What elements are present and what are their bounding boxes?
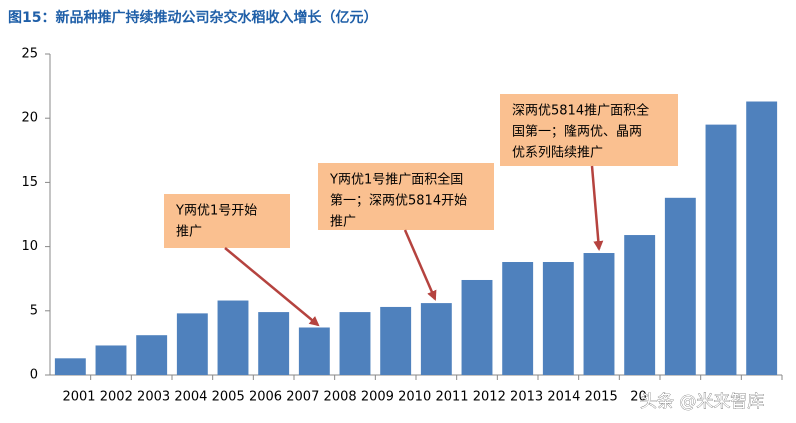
x-tick-label: 2014 bbox=[547, 390, 580, 405]
x-tick-label: 2002 bbox=[100, 390, 133, 405]
bar bbox=[380, 306, 412, 375]
annotation-box bbox=[318, 163, 494, 230]
x-tick-label: 2006 bbox=[249, 390, 282, 405]
bar bbox=[542, 262, 574, 375]
x-tick-label: 2003 bbox=[137, 390, 170, 405]
bar bbox=[664, 197, 696, 375]
y-tick-label: 0 bbox=[30, 368, 38, 383]
annotation-text: 深两优5814推广面积全 bbox=[512, 103, 649, 119]
bar bbox=[461, 279, 493, 375]
annotation-box bbox=[164, 194, 290, 248]
x-tick-label: 2013 bbox=[510, 390, 543, 405]
x-tick-label: 2007 bbox=[286, 390, 319, 405]
x-tick-label: 2015 bbox=[585, 390, 618, 405]
bar bbox=[746, 101, 778, 376]
bar bbox=[624, 235, 656, 375]
y-tick-label: 20 bbox=[21, 111, 38, 126]
bar bbox=[176, 313, 208, 375]
y-tick-label: 10 bbox=[21, 239, 38, 254]
x-tick-label: 2012 bbox=[473, 390, 506, 405]
annotation-text: Y两优1号开始 bbox=[175, 204, 257, 219]
y-tick-label: 15 bbox=[21, 175, 38, 190]
x-tick-label: 2010 bbox=[398, 390, 431, 405]
watermark: 头条 @米来智库 bbox=[640, 392, 764, 412]
bar bbox=[502, 262, 534, 375]
annotation-text: 第一；深两优5814开始 bbox=[330, 194, 467, 209]
annotation-text: Y两优1号推广面积全国 bbox=[329, 172, 463, 188]
x-tick-label: 2011 bbox=[435, 390, 468, 405]
bar bbox=[705, 124, 737, 376]
bar bbox=[583, 253, 615, 375]
annotation-arrow bbox=[224, 247, 320, 327]
bar bbox=[217, 300, 249, 375]
annotation-text: 优系列陆续推广 bbox=[512, 145, 603, 161]
annotation-box bbox=[500, 94, 678, 166]
x-tick-label: 2001 bbox=[62, 390, 95, 405]
bar bbox=[95, 345, 127, 375]
annotation-arrow bbox=[590, 165, 604, 251]
bar bbox=[420, 303, 452, 375]
x-tick-label: 2005 bbox=[212, 390, 245, 405]
x-tick-label: 2004 bbox=[174, 390, 207, 405]
x-tick-label: 2008 bbox=[324, 390, 357, 405]
chart-title: 图15：新品种推广持续推动公司杂交水稻收入增长（亿元） bbox=[8, 9, 377, 26]
annotation-text: 推广 bbox=[176, 225, 202, 240]
bar bbox=[136, 335, 168, 375]
bar bbox=[54, 358, 86, 375]
annotation-arrow bbox=[403, 229, 437, 301]
annotation-text: 国第一；隆两优、晶两 bbox=[512, 125, 642, 140]
bar bbox=[258, 312, 290, 375]
y-tick-label: 5 bbox=[30, 303, 38, 318]
bar bbox=[339, 312, 371, 375]
x-tick-label: 20 bbox=[630, 390, 647, 405]
bar bbox=[298, 327, 330, 375]
x-tick-label: 2009 bbox=[361, 390, 394, 405]
y-tick-label: 25 bbox=[21, 47, 38, 62]
annotation-text: 推广 bbox=[330, 215, 356, 230]
